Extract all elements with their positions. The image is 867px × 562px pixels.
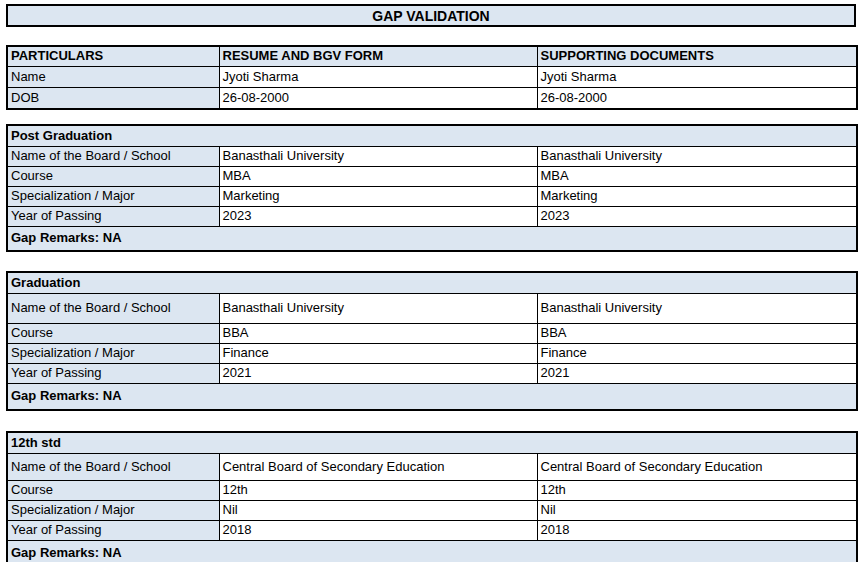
section-table-12th-std: 12th std Name of the Board / School Cent… — [6, 431, 858, 562]
cell-course-resume: MBA — [219, 167, 537, 187]
row-label-name: Name — [7, 67, 219, 88]
gap-validation-sheet: GAP VALIDATION PARTICULARS RESUME AND BG… — [0, 0, 867, 562]
table-row: 12th std — [7, 432, 857, 454]
cell-board-resume: Banasthali University — [219, 294, 537, 324]
section-title: Graduation — [7, 272, 857, 294]
row-label-dob: DOB — [7, 88, 219, 110]
row-label-specialization: Specialization / Major — [7, 501, 219, 521]
cell-course-supporting: MBA — [537, 167, 857, 187]
cell-specialization-resume: Nil — [219, 501, 537, 521]
section-title: Post Graduation — [7, 125, 857, 147]
table-row: Specialization / Major Finance Finance — [7, 344, 857, 364]
table-row: Year of Passing 2018 2018 — [7, 521, 857, 541]
gap-remarks: Gap Remarks: NA — [7, 541, 857, 562]
row-label-year-of-passing: Year of Passing — [7, 521, 219, 541]
section-table-graduation: Graduation Name of the Board / School Ba… — [6, 271, 858, 411]
cell-year-resume: 2021 — [219, 364, 537, 384]
gap-remarks: Gap Remarks: NA — [7, 227, 857, 252]
row-label-specialization: Specialization / Major — [7, 187, 219, 207]
row-label-board-school: Name of the Board / School — [7, 147, 219, 167]
table-row: Gap Remarks: NA — [7, 541, 857, 562]
column-header-supporting-docs: SUPPORTING DOCUMENTS — [537, 46, 857, 67]
section-table-post-graduation: Post Graduation Name of the Board / Scho… — [6, 124, 858, 252]
row-label-year-of-passing: Year of Passing — [7, 207, 219, 227]
cell-year-resume: 2018 — [219, 521, 537, 541]
cell-course-supporting: BBA — [537, 324, 857, 344]
table-row: Gap Remarks: NA — [7, 384, 857, 411]
table-row: Course 12th 12th — [7, 481, 857, 501]
table-row: Year of Passing 2023 2023 — [7, 207, 857, 227]
cell-name-resume: Jyoti Sharma — [219, 67, 537, 88]
particulars-table: PARTICULARS RESUME AND BGV FORM SUPPORTI… — [6, 45, 858, 110]
section-title: 12th std — [7, 432, 857, 454]
cell-year-resume: 2023 — [219, 207, 537, 227]
cell-board-resume: Banasthali University — [219, 147, 537, 167]
row-label-board-school: Name of the Board / School — [7, 454, 219, 481]
cell-course-resume: BBA — [219, 324, 537, 344]
table-row: Post Graduation — [7, 125, 857, 147]
row-label-board-school: Name of the Board / School — [7, 294, 219, 324]
table-row: Specialization / Major Marketing Marketi… — [7, 187, 857, 207]
table-row: Course BBA BBA — [7, 324, 857, 344]
row-label-year-of-passing: Year of Passing — [7, 364, 219, 384]
table-row: DOB 26-08-2000 26-08-2000 — [7, 88, 857, 110]
cell-dob-supporting: 26-08-2000 — [537, 88, 857, 110]
cell-specialization-resume: Marketing — [219, 187, 537, 207]
row-label-course: Course — [7, 481, 219, 501]
cell-course-resume: 12th — [219, 481, 537, 501]
table-row: Name of the Board / School Banasthali Un… — [7, 294, 857, 324]
cell-specialization-supporting: Nil — [537, 501, 857, 521]
cell-board-supporting: Central Board of Secondary Education — [537, 454, 857, 481]
row-label-specialization: Specialization / Major — [7, 344, 219, 364]
cell-year-supporting: 2018 — [537, 521, 857, 541]
table-row: Specialization / Major Nil Nil — [7, 501, 857, 521]
table-row: Graduation — [7, 272, 857, 294]
table-row: Name of the Board / School Central Board… — [7, 454, 857, 481]
cell-specialization-resume: Finance — [219, 344, 537, 364]
table-row: Year of Passing 2021 2021 — [7, 364, 857, 384]
row-label-course: Course — [7, 324, 219, 344]
table-row: Name of the Board / School Banasthali Un… — [7, 147, 857, 167]
cell-specialization-supporting: Finance — [537, 344, 857, 364]
cell-board-supporting: Banasthali University — [537, 294, 857, 324]
column-header-particulars: PARTICULARS — [7, 46, 219, 67]
column-header-resume-bgv: RESUME AND BGV FORM — [219, 46, 537, 67]
table-row: PARTICULARS RESUME AND BGV FORM SUPPORTI… — [7, 46, 857, 67]
cell-name-supporting: Jyoti Sharma — [537, 67, 857, 88]
cell-year-supporting: 2021 — [537, 364, 857, 384]
cell-year-supporting: 2023 — [537, 207, 857, 227]
table-row: Gap Remarks: NA — [7, 227, 857, 252]
cell-course-supporting: 12th — [537, 481, 857, 501]
page-title: GAP VALIDATION — [6, 4, 856, 27]
table-row: Name Jyoti Sharma Jyoti Sharma — [7, 67, 857, 88]
cell-specialization-supporting: Marketing — [537, 187, 857, 207]
gap-remarks: Gap Remarks: NA — [7, 384, 857, 411]
cell-board-supporting: Banasthali University — [537, 147, 857, 167]
cell-board-resume: Central Board of Secondary Education — [219, 454, 537, 481]
table-row: Course MBA MBA — [7, 167, 857, 187]
cell-dob-resume: 26-08-2000 — [219, 88, 537, 110]
row-label-course: Course — [7, 167, 219, 187]
